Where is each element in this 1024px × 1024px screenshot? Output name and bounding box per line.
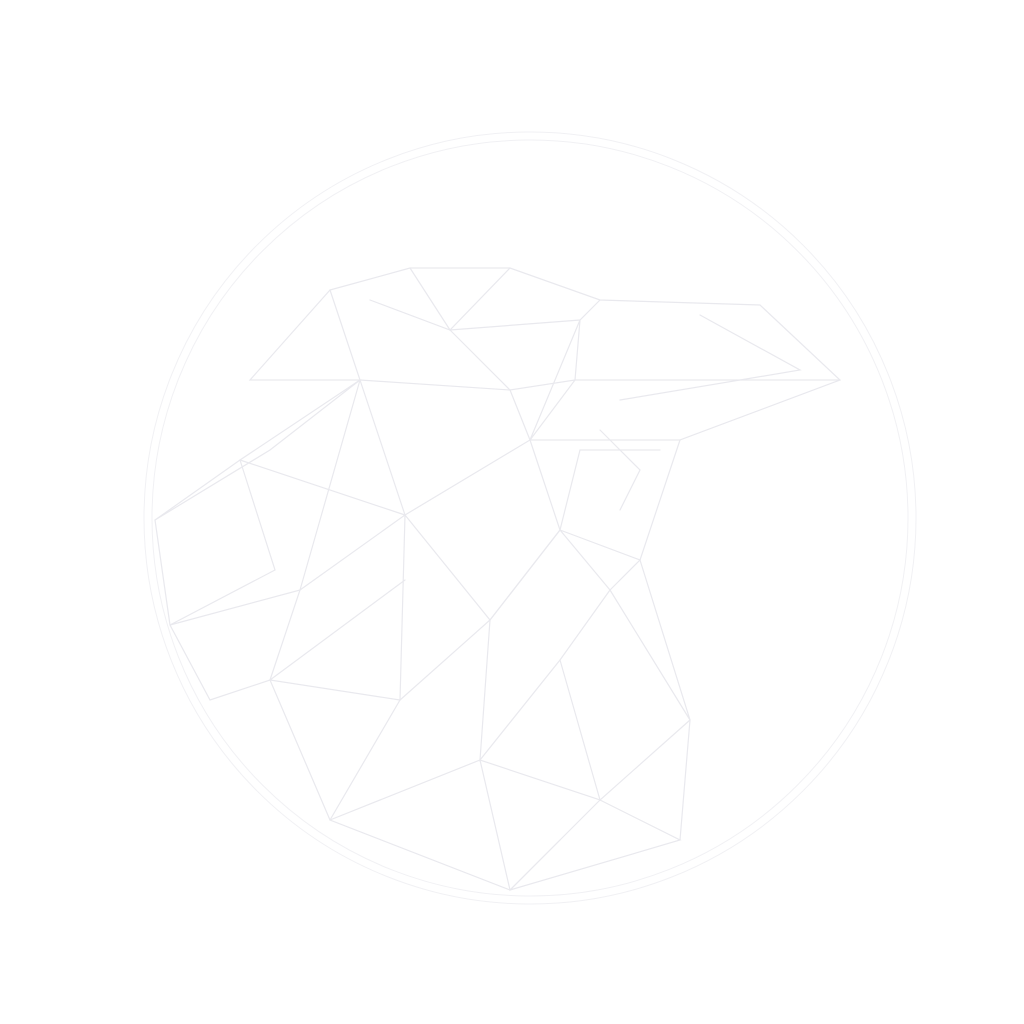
edge [449, 329, 576, 391]
outer-circle [143, 131, 917, 905]
edge [154, 289, 362, 521]
edge [574, 319, 841, 381]
edge [599, 429, 641, 511]
inner-circle [151, 139, 909, 897]
edge [329, 439, 561, 821]
edge [509, 719, 691, 891]
edge [559, 449, 661, 591]
edge [329, 659, 601, 821]
edge [239, 379, 407, 592]
edge [528, 379, 681, 441]
edge [479, 759, 561, 892]
bird-mesh [154, 267, 842, 892]
edge [359, 379, 531, 441]
edge [268, 514, 406, 701]
edge [359, 319, 581, 516]
edge [169, 459, 301, 681]
edge [479, 588, 691, 762]
edge [369, 299, 601, 331]
edge [619, 314, 802, 401]
edge [404, 514, 561, 621]
outline [329, 267, 842, 841]
